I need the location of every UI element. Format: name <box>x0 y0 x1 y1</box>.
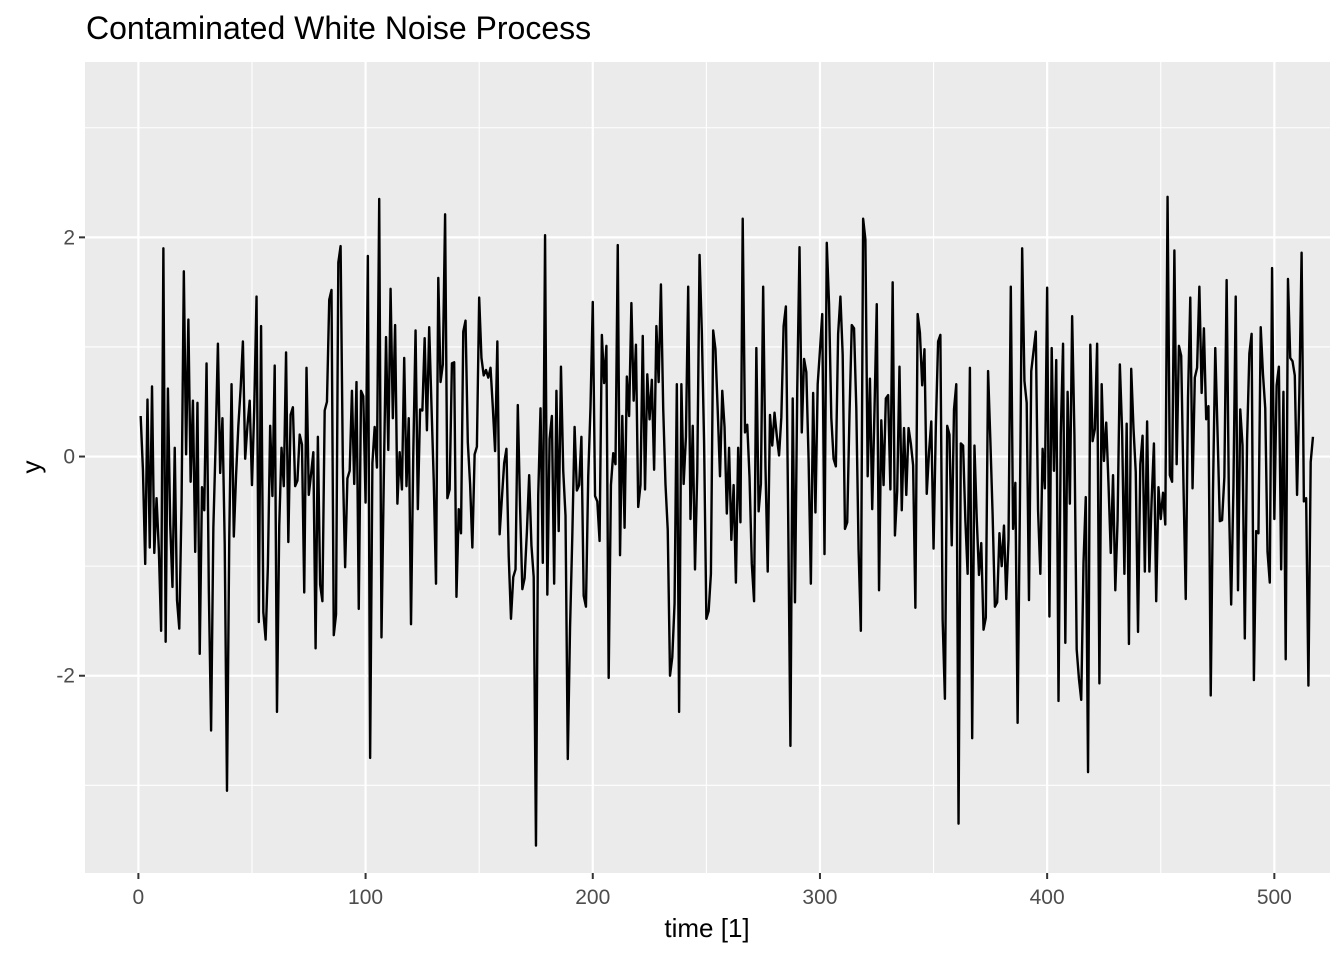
y-axis: -2 0 2 <box>56 226 85 688</box>
minor-grid <box>85 62 1330 873</box>
x-tick-label: 0 <box>133 886 145 909</box>
y-tick-label: 0 <box>63 446 75 469</box>
x-axis: 0 100 200 300 400 500 <box>133 873 1292 909</box>
y-axis-title: y <box>16 461 46 474</box>
x-tick-label: 100 <box>348 886 383 909</box>
x-tick-label: 400 <box>1030 886 1065 909</box>
y-tick-label: 2 <box>63 226 75 249</box>
y-tick-label: -2 <box>56 665 75 688</box>
x-tick-label: 200 <box>575 886 610 909</box>
series-line <box>139 195 1315 847</box>
x-axis-title: time [1] <box>664 913 749 943</box>
x-tick-label: 300 <box>802 886 837 909</box>
x-tick-label: 500 <box>1257 886 1292 909</box>
chart-title: Contaminated White Noise Process <box>86 10 591 46</box>
